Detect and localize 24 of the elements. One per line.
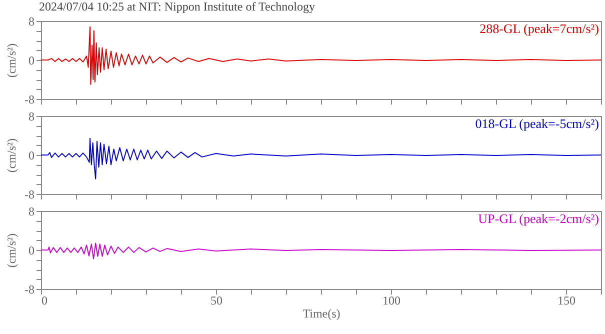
y-tick-label: 0 <box>28 244 34 258</box>
chart-title: 2024/07/04 10:25 at NIT: Nippon Institute of Technology <box>39 0 315 14</box>
y-axis-title: (cm/s²) <box>4 43 19 78</box>
y-tick-label: 8 <box>28 14 34 28</box>
x-tick-label: 50 <box>210 294 222 308</box>
series-label: 288-GL (peak=7cm/s²) <box>480 21 599 36</box>
line-series <box>40 138 602 180</box>
y-axis-title: (cm/s²) <box>4 233 19 268</box>
series-label: UP-GL (peak=-2cm/s²) <box>478 211 599 226</box>
x-tick-label: 150 <box>558 294 576 308</box>
x-axis-title: Time(s) <box>302 306 340 320</box>
y-tick-label: 8 <box>28 204 34 218</box>
y-tick-label: 0 <box>28 54 34 68</box>
y-tick-label: 0 <box>28 148 34 162</box>
x-tick-label: 100 <box>382 294 400 308</box>
y-axis-title: (cm/s²) <box>4 138 19 173</box>
series-label: 018-GL (peak=-5cm/s²) <box>475 116 599 131</box>
line-series <box>40 242 602 260</box>
y-tick-label: 8 <box>28 110 34 124</box>
x-tick-label: 0 <box>42 294 48 308</box>
y-tick-label: -8 <box>24 282 34 296</box>
y-tick-label: -8 <box>24 188 34 202</box>
y-tick-label: -8 <box>24 92 34 106</box>
line-series <box>40 26 602 85</box>
